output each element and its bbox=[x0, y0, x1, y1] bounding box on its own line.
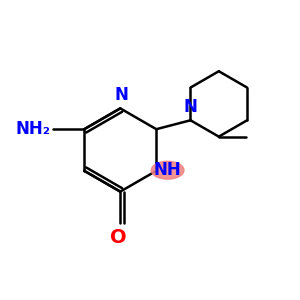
Text: N: N bbox=[184, 98, 197, 116]
Text: O: O bbox=[110, 228, 127, 247]
Text: NH: NH bbox=[154, 161, 182, 179]
Text: NH₂: NH₂ bbox=[16, 120, 51, 138]
Text: N: N bbox=[115, 86, 129, 104]
Ellipse shape bbox=[151, 161, 184, 179]
